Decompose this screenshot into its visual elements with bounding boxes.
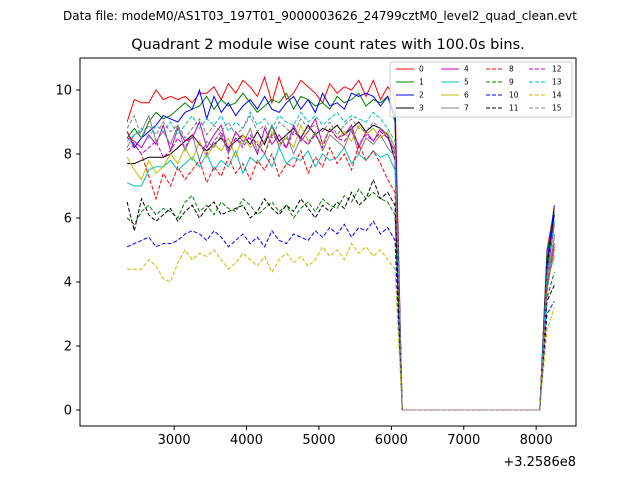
series-line-15	[126, 114, 555, 411]
legend-label-13: 13	[552, 78, 562, 87]
y-tick-label: 10	[55, 84, 72, 99]
legend-label-10: 10	[509, 91, 519, 100]
x-tick-label: 4000	[230, 433, 263, 448]
series-line-9	[126, 188, 555, 411]
y-tick-label: 0	[64, 404, 72, 419]
series-line-11	[126, 178, 555, 411]
x-axis-offset-label: +3.2586e8	[503, 455, 576, 470]
x-axis: 3000 4000 5000 6000 7000 8000	[158, 426, 553, 448]
series-line-3	[127, 121, 555, 411]
legend-label-4: 4	[464, 65, 469, 74]
legend-label-5: 5	[464, 78, 469, 87]
chart-title: Quadrant 2 module wise count rates with …	[131, 37, 525, 53]
plot-series-group	[126, 75, 555, 411]
legend-label-2: 2	[419, 91, 424, 100]
series-line-4	[126, 117, 555, 411]
series-line-13	[126, 111, 555, 411]
legend-label-12: 12	[552, 65, 562, 74]
legend-label-8: 8	[509, 65, 514, 74]
axes-frame	[79, 57, 577, 427]
x-tick-label: 8000	[520, 433, 553, 448]
y-axis: 0 2 4 6 8 10	[55, 84, 80, 419]
series-line-6	[126, 123, 555, 411]
series-line-14	[127, 242, 555, 411]
y-tick-label: 6	[64, 212, 72, 227]
legend-label-14: 14	[552, 91, 562, 100]
legend-label-7: 7	[464, 104, 469, 113]
series-line-2	[126, 88, 555, 411]
legend-frame	[389, 61, 573, 118]
x-tick-label: 7000	[447, 433, 480, 448]
legend-label-6: 6	[464, 91, 469, 100]
series-line-1	[126, 92, 555, 411]
figure-suptitle: Data file: modeM0/AS1T03_197T01_90000036…	[63, 9, 577, 23]
series-line-7	[126, 114, 555, 411]
series-line-5	[126, 146, 555, 411]
x-tick-label: 3000	[158, 433, 191, 448]
legend-label-15: 15	[552, 104, 562, 113]
x-tick-label: 6000	[375, 433, 408, 448]
series-line-8	[126, 131, 555, 411]
legend-label-9: 9	[509, 78, 514, 87]
legend-label-11: 11	[509, 104, 519, 113]
y-tick-label: 8	[64, 148, 72, 163]
series-line-10	[126, 220, 555, 411]
legend-label-3: 3	[419, 104, 424, 113]
y-tick-label: 4	[64, 276, 72, 291]
series-line-0	[126, 75, 555, 411]
series-line-12	[126, 127, 555, 411]
legend-label-1: 1	[419, 78, 424, 87]
y-tick-label: 2	[64, 340, 72, 355]
x-tick-label: 5000	[302, 433, 335, 448]
legend-label-0: 0	[419, 65, 424, 74]
